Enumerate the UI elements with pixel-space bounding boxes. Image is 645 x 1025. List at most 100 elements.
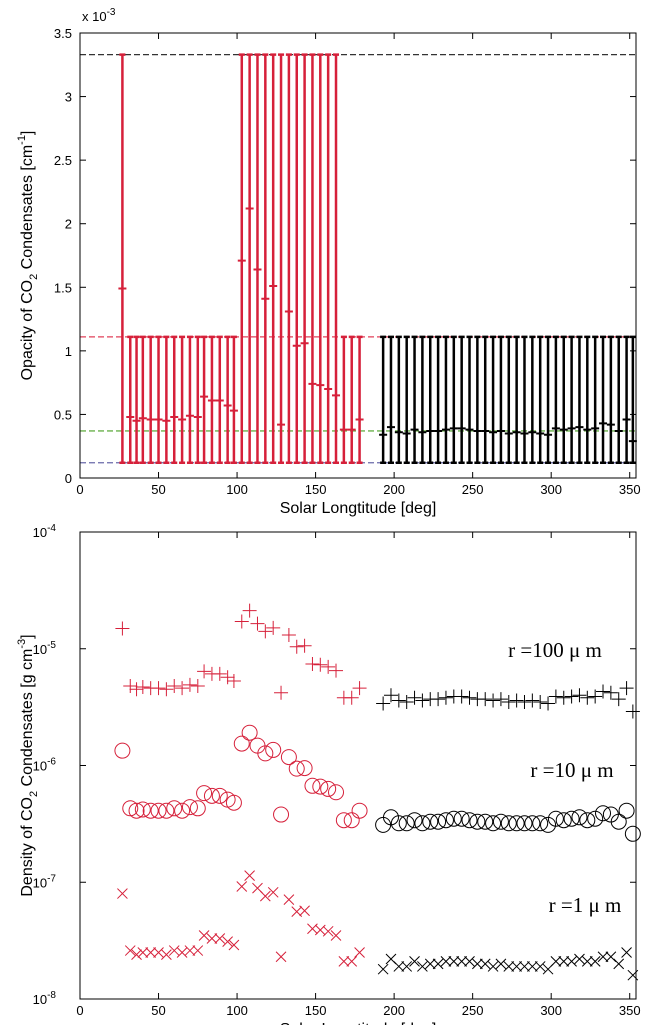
marker-circle bbox=[166, 800, 183, 817]
point bbox=[170, 414, 179, 419]
marker-circle bbox=[320, 780, 337, 797]
error-bar bbox=[262, 53, 269, 464]
marker-cross bbox=[267, 886, 279, 898]
marker-plus bbox=[501, 694, 516, 709]
point bbox=[132, 418, 141, 423]
y-tick-label: 10-6 bbox=[33, 757, 57, 774]
error-bar bbox=[194, 335, 201, 464]
marker-plus bbox=[399, 694, 414, 709]
error-bar bbox=[340, 335, 347, 464]
error-bar bbox=[537, 335, 544, 464]
marker-cross bbox=[558, 956, 570, 967]
point bbox=[339, 427, 348, 432]
point bbox=[126, 414, 135, 419]
error-bar bbox=[490, 335, 497, 464]
marker-cross bbox=[283, 894, 295, 905]
error-bar bbox=[629, 335, 636, 464]
marker-cross bbox=[137, 947, 149, 958]
x-tick-label: 100 bbox=[226, 1003, 248, 1018]
y-axis-label: Opacity of CO2 Condensates [cm-1] bbox=[16, 131, 40, 381]
marker-plus bbox=[220, 670, 235, 685]
point bbox=[277, 422, 286, 427]
marker-plus bbox=[517, 694, 532, 709]
y-tick-label: 10-8 bbox=[33, 990, 57, 1007]
y-axis-label-part: 2 bbox=[28, 274, 40, 280]
marker-plus bbox=[135, 680, 150, 695]
point bbox=[215, 398, 224, 403]
error-bar bbox=[127, 335, 134, 464]
y-tick-label: 2 bbox=[65, 217, 72, 232]
marker-cross bbox=[393, 961, 405, 972]
marker-cross bbox=[503, 961, 515, 972]
error-bar bbox=[505, 335, 512, 464]
point bbox=[185, 413, 194, 418]
marker-plus bbox=[182, 677, 197, 692]
point bbox=[237, 258, 246, 263]
error-bar bbox=[301, 53, 308, 464]
marker-cross bbox=[145, 947, 157, 958]
error-bar bbox=[552, 335, 559, 464]
marker-circle bbox=[422, 813, 439, 830]
error-bar bbox=[230, 335, 237, 464]
marker-cross bbox=[613, 958, 625, 970]
y-tick-exp: -6 bbox=[47, 757, 56, 768]
x-tick-label: 150 bbox=[305, 1003, 327, 1018]
marker-plus bbox=[509, 693, 524, 708]
marker-circle bbox=[469, 813, 486, 830]
marker-circle bbox=[304, 777, 321, 794]
point bbox=[599, 421, 608, 426]
error-bar bbox=[380, 335, 387, 464]
error-bar bbox=[482, 335, 489, 464]
annotation: r =100 μ m bbox=[508, 638, 602, 662]
point bbox=[606, 422, 615, 427]
point bbox=[512, 430, 521, 435]
marker-circle bbox=[312, 778, 329, 795]
point bbox=[504, 431, 513, 436]
marker-plus bbox=[415, 693, 430, 708]
error-bar bbox=[147, 335, 154, 464]
marker-plus bbox=[129, 682, 144, 697]
x-tick-label: 350 bbox=[619, 482, 641, 497]
marker-cross bbox=[168, 945, 180, 956]
marker-plus bbox=[250, 616, 265, 631]
error-bar bbox=[458, 335, 465, 464]
y-tick-exp: -5 bbox=[47, 640, 56, 651]
marker-plus bbox=[391, 693, 406, 708]
error-bar bbox=[201, 335, 208, 464]
y-tick-label: 0.5 bbox=[54, 407, 72, 422]
marker-cross bbox=[346, 956, 358, 967]
y-tick-label: 10-5 bbox=[33, 640, 57, 657]
point bbox=[394, 430, 403, 435]
error-bar bbox=[419, 335, 426, 464]
marker-plus bbox=[572, 688, 587, 703]
error-bar bbox=[623, 335, 630, 464]
x-axis-label: Solar Longtitude [deg] bbox=[280, 500, 437, 517]
point bbox=[528, 430, 537, 435]
marker-plus bbox=[297, 638, 312, 653]
error-bar bbox=[317, 53, 324, 464]
y-axis-label-part: Density of CO bbox=[19, 797, 36, 897]
marker-cross bbox=[495, 958, 507, 970]
marker-cross bbox=[354, 947, 365, 958]
marker-cross bbox=[131, 949, 142, 960]
marker-circle bbox=[437, 812, 454, 829]
marker-plus bbox=[159, 682, 174, 697]
marker-plus bbox=[548, 689, 563, 704]
marker-cross bbox=[597, 951, 609, 963]
error-bar bbox=[442, 335, 449, 464]
marker-circle bbox=[555, 812, 572, 829]
error-bar bbox=[607, 335, 614, 464]
point bbox=[551, 426, 560, 431]
x-tick-label: 300 bbox=[540, 482, 562, 497]
marker-plus bbox=[619, 681, 634, 696]
error-bar bbox=[411, 335, 418, 464]
marker-cross bbox=[206, 933, 218, 944]
marker-plus bbox=[596, 684, 611, 699]
error-bar bbox=[270, 53, 277, 464]
error-bar bbox=[171, 335, 178, 464]
point bbox=[473, 428, 482, 433]
marker-cross bbox=[124, 945, 136, 956]
error-bar bbox=[450, 335, 457, 464]
error-bar bbox=[333, 53, 340, 464]
y-tick-base: 10 bbox=[33, 759, 47, 774]
